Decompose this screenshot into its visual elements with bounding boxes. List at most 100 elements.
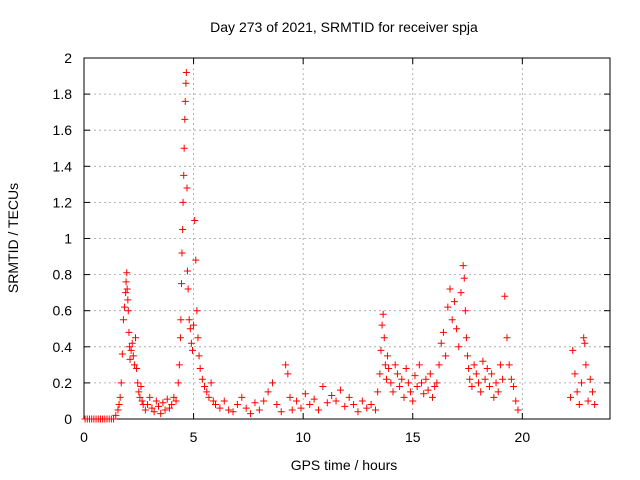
data-point [424, 386, 432, 394]
data-point [582, 361, 590, 369]
data-point [472, 370, 480, 378]
data-point [475, 379, 482, 387]
data-point [573, 388, 581, 396]
data-point [187, 339, 195, 347]
data-point [448, 316, 456, 324]
data-point [174, 379, 182, 387]
data-point [455, 343, 463, 351]
y-axis-label: SRMTID / TECUs [5, 183, 21, 293]
data-point [192, 256, 200, 264]
x-tick-label: 20 [515, 429, 531, 445]
data-point [123, 269, 131, 277]
data-point [122, 278, 130, 286]
data-point [391, 361, 399, 369]
data-point [490, 393, 498, 401]
data-point [442, 352, 450, 360]
data-point [310, 395, 318, 403]
data-point [134, 379, 142, 387]
data-point [273, 401, 281, 409]
data-point [148, 404, 156, 412]
data-point [431, 383, 439, 391]
data-point [323, 399, 331, 407]
data-point [479, 357, 487, 365]
data-point [185, 316, 193, 324]
y-tick-label: 1.6 [53, 122, 73, 138]
data-point [233, 401, 241, 409]
data-point [409, 397, 417, 405]
data-point [168, 401, 176, 409]
data-point [341, 402, 349, 410]
data-point [461, 307, 469, 315]
data-point [297, 404, 305, 412]
data-point [584, 397, 592, 405]
data-point [385, 364, 393, 372]
data-point [194, 334, 202, 342]
data-point [186, 325, 194, 333]
data-point [468, 383, 476, 391]
data-point [128, 339, 136, 347]
data-point [376, 370, 384, 378]
data-point [129, 352, 137, 360]
data-point [137, 383, 145, 391]
data-point [446, 285, 454, 293]
data-point [180, 171, 188, 179]
data-point [182, 79, 190, 87]
data-point [306, 401, 314, 409]
data-point [580, 334, 588, 342]
data-point [510, 383, 518, 391]
data-point [165, 404, 173, 412]
data-point [286, 393, 294, 401]
data-point [123, 285, 131, 293]
data-point [152, 397, 160, 405]
data-point [396, 383, 404, 391]
data-point [178, 280, 186, 288]
data-point [439, 328, 447, 336]
y-tick-label: 0 [64, 411, 72, 427]
data-point [465, 364, 473, 372]
x-axis-ticks: 0 5 10 15 20 [80, 58, 530, 445]
x-tick-label: 5 [190, 429, 198, 445]
data-point [591, 401, 599, 409]
data-point [588, 388, 596, 396]
data-point [575, 401, 583, 409]
data-point [336, 386, 344, 394]
data-point [220, 397, 228, 405]
y-tick-label: 0.8 [53, 267, 73, 283]
data-point [138, 397, 146, 405]
data-point [288, 406, 296, 414]
data-point [163, 395, 171, 403]
data-point [126, 343, 134, 351]
data-point [183, 184, 191, 192]
data-point [112, 411, 120, 419]
data-point [578, 379, 586, 387]
data-point [418, 379, 426, 387]
data-point [136, 393, 144, 401]
data-point [426, 370, 434, 378]
data-point [505, 361, 513, 369]
data-point [133, 364, 141, 372]
data-point [207, 379, 215, 387]
data-point [398, 375, 406, 383]
data-point [315, 406, 323, 414]
data-point [255, 406, 263, 414]
chart-title: Day 273 of 2021, SRMTID for receiver spj… [210, 19, 478, 35]
data-point [124, 307, 132, 315]
data-point [483, 364, 491, 372]
data-point [159, 399, 167, 407]
data-point [277, 408, 285, 416]
data-point [229, 408, 237, 416]
data-point [293, 397, 301, 405]
data-point [420, 390, 428, 398]
data-point [494, 388, 502, 396]
data-point [345, 393, 353, 401]
data-point [492, 379, 500, 387]
data-point [150, 408, 158, 416]
data-point [379, 310, 387, 318]
data-point [126, 355, 134, 363]
data-point [178, 249, 186, 257]
data-point [110, 415, 118, 423]
y-tick-label: 1.8 [53, 86, 73, 102]
data-point [393, 370, 401, 378]
data-point [444, 303, 452, 311]
